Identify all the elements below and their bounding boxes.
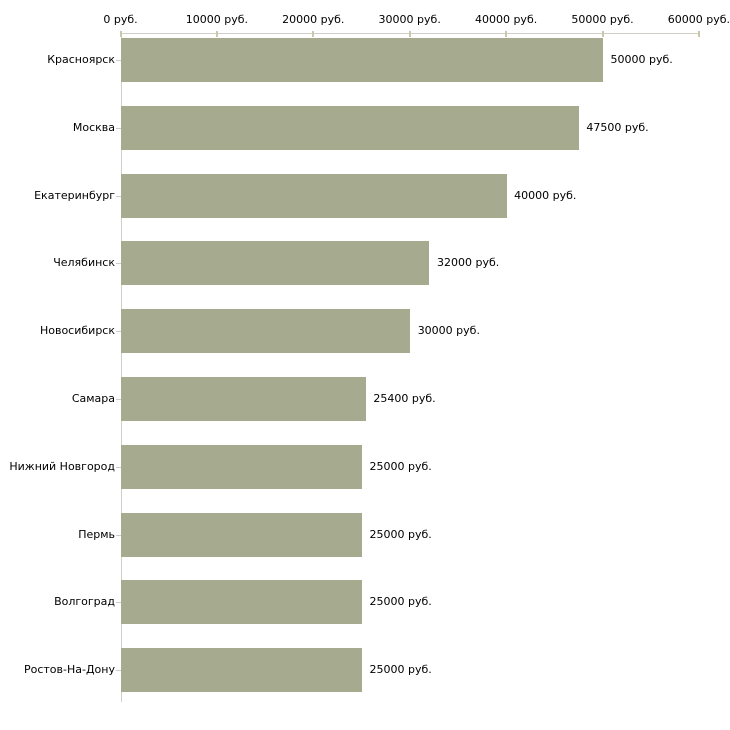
bar: [121, 444, 362, 489]
bar: [121, 377, 366, 421]
bar: [121, 309, 411, 354]
value-label: 25000 руб.: [369, 459, 432, 473]
category-tick-mark: [116, 263, 121, 265]
bar: [121, 648, 362, 693]
category-tick-mark: [116, 195, 121, 197]
bar: [121, 580, 362, 625]
category-label: Челябинск: [53, 256, 115, 270]
category-label: Волгоград: [54, 595, 115, 609]
category-tick-mark: [116, 466, 121, 468]
category-label: Екатеринбург: [34, 188, 115, 202]
category-label: Москва: [72, 120, 115, 134]
category-tick-mark: [116, 399, 121, 400]
value-label: 32000 руб.: [436, 256, 500, 270]
category-label: Красноярск: [47, 53, 115, 66]
bar: [121, 105, 579, 150]
value-label: 25000 руб.: [369, 527, 432, 541]
category-tick-mark: [116, 331, 121, 333]
value-label: 25000 руб.: [369, 663, 432, 677]
category-tick-mark: [116, 670, 121, 672]
category-label: Пермь: [78, 527, 115, 541]
x-tick-mark: [119, 31, 122, 37]
x-tick-label: 60000 руб.: [667, 13, 730, 26]
value-label: 47500 руб.: [586, 120, 649, 134]
y-axis-line: [120, 33, 122, 702]
category-label: Новосибирск: [39, 324, 115, 338]
x-tick-label: 50000 руб.: [571, 13, 634, 26]
category-tick-mark: [116, 534, 121, 536]
x-tick-mark: [697, 31, 700, 37]
x-tick-mark: [408, 31, 411, 37]
value-label: 50000 руб.: [610, 53, 673, 66]
category-label: Нижний Новгород: [9, 459, 115, 473]
x-tick-label: 30000 руб.: [378, 13, 441, 26]
value-label: 25000 руб.: [369, 595, 432, 609]
value-label: 25400 руб.: [373, 392, 436, 405]
category-tick-mark: [116, 602, 121, 604]
x-tick-label: 0 руб.: [103, 13, 138, 26]
x-tick-label: 10000 руб.: [185, 13, 249, 26]
bar: [121, 38, 603, 82]
category-tick-mark: [116, 127, 121, 129]
x-tick-mark: [505, 31, 508, 37]
x-tick-mark: [215, 31, 218, 37]
x-tick-mark: [601, 31, 604, 37]
value-label: 30000 руб.: [417, 324, 480, 338]
x-tick-mark: [312, 31, 315, 37]
value-label: 40000 руб.: [514, 188, 577, 202]
x-tick-label: 20000 руб.: [282, 13, 345, 26]
x-tick-label: 40000 руб.: [474, 13, 538, 26]
category-tick-mark: [116, 60, 121, 61]
bar: [121, 512, 362, 557]
category-label: Самара: [71, 392, 115, 405]
bar: [121, 173, 507, 218]
category-label: Ростов-На-Дону: [23, 663, 115, 677]
bar: [121, 241, 430, 286]
